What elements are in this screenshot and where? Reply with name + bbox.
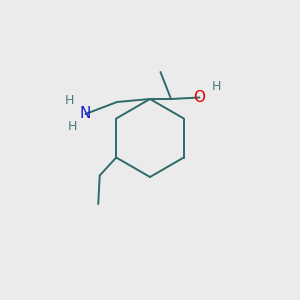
Text: H: H [67,119,77,133]
Text: O: O [194,90,206,105]
Text: H: H [64,94,74,107]
Text: H: H [211,80,221,94]
Text: N: N [80,106,91,122]
